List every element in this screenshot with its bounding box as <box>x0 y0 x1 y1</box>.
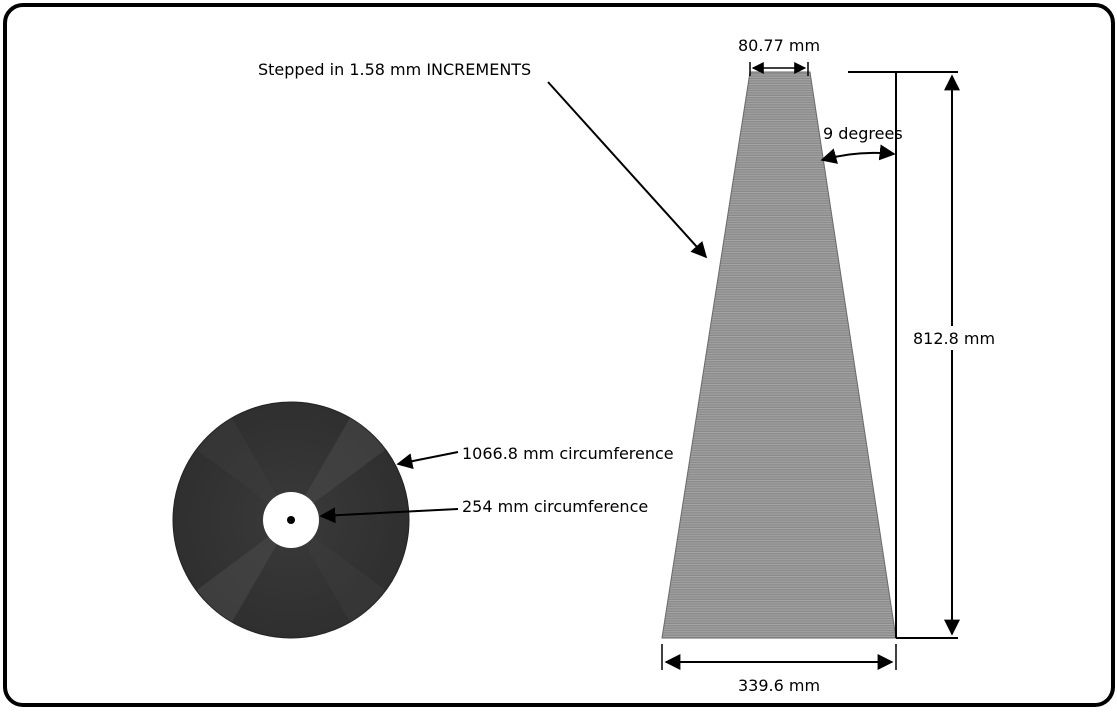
top-width-label: 80.77 mm <box>738 36 820 55</box>
increments-arrow <box>547 81 708 259</box>
inner-circumference-arrow <box>319 507 459 524</box>
outer-circumference-label: 1066.8 mm circumference <box>462 444 674 463</box>
disc-sheen-bottom-right <box>291 520 385 622</box>
angle-arc <box>820 144 896 164</box>
disc-sheen-bottom-left <box>197 520 291 622</box>
angle-label: 9 degrees <box>823 124 903 143</box>
top-width-dimension <box>749 62 809 76</box>
disc-sheen-top-left <box>197 418 291 520</box>
bottom-width-label: 339.6 mm <box>738 676 820 695</box>
height-label-background <box>908 326 998 350</box>
disc-sheen-top-right <box>291 418 385 520</box>
center-hole <box>287 516 295 524</box>
height-label: 812.8 mm <box>913 329 995 348</box>
inner-circumference-label: 254 mm circumference <box>462 497 648 516</box>
bottom-width-dimension <box>661 644 897 670</box>
outer-circumference-arrow <box>396 451 459 470</box>
increments-label: Stepped in 1.58 mm INCREMENTS <box>258 60 531 79</box>
height-dimension <box>848 71 960 639</box>
disc <box>172 401 410 639</box>
diagram-frame <box>3 3 1115 707</box>
